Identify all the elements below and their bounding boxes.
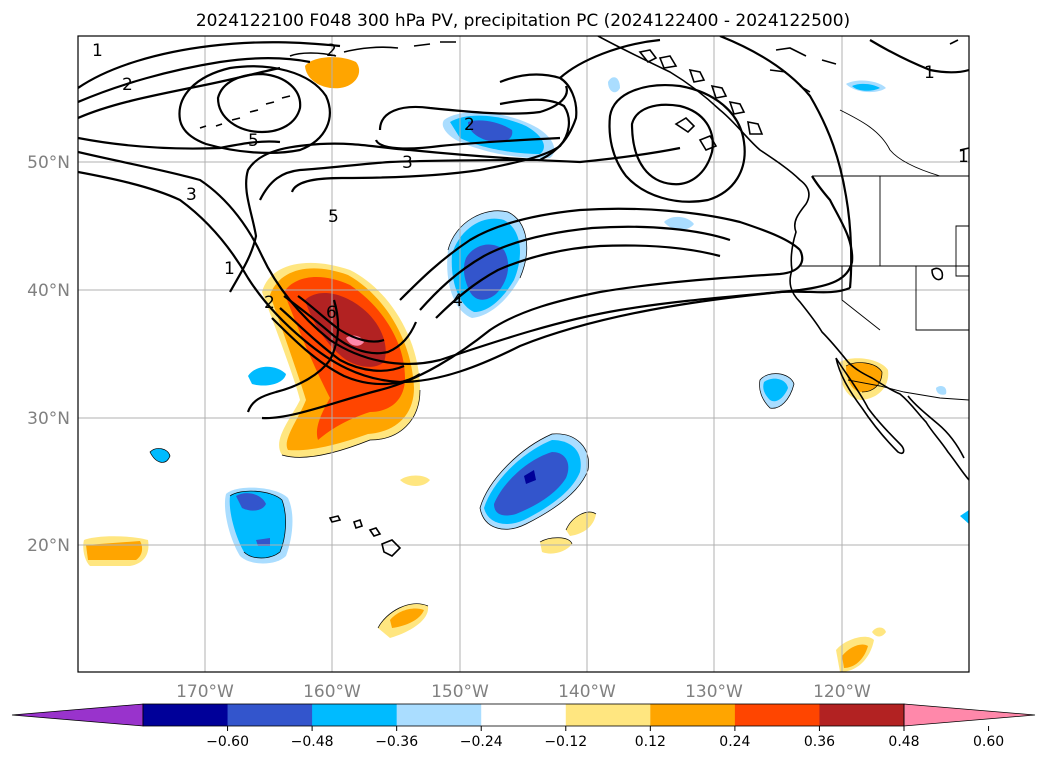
contour-label: 5 <box>328 207 339 227</box>
precip-negative-small-1 <box>248 366 286 386</box>
lon-label-140w: 140°W <box>558 682 616 702</box>
precip-negative-center-l3 <box>463 244 509 300</box>
map-title: 2024122100 F048 300 hPa PV, precipitatio… <box>196 11 850 31</box>
latitude-labels: 50°N 40°N 30°N 20°N <box>27 153 70 556</box>
contour-label: 5 <box>248 131 259 151</box>
precip-positive-s4 <box>400 475 430 486</box>
contour-label: 1 <box>92 41 103 61</box>
precip-negative-small-5 <box>664 216 694 230</box>
contour-label: 2 <box>464 115 475 135</box>
colorbar-extend-max <box>903 703 1036 727</box>
lat-label-40n: 40°N <box>27 281 70 301</box>
contour-label: 1 <box>924 63 935 83</box>
colorbar-tick-label: 0.12 <box>635 734 666 750</box>
colorbar-swatch <box>481 704 567 726</box>
precip-positive-s2 <box>540 537 572 554</box>
map-panel: 1 2 1 2 5 3 3 5 1 2 6 2 4 1 <box>77 35 970 673</box>
precip-negative-small-7 <box>936 386 947 395</box>
lat-label-30n: 30°N <box>27 409 70 429</box>
colorbar-swatch <box>734 704 820 726</box>
lon-label-170w: 170°W <box>176 682 234 702</box>
precip-positive-s1-core <box>390 608 424 628</box>
contour-label: 6 <box>326 303 337 323</box>
colorbar-swatch <box>650 704 736 726</box>
colorbar-tick-label: −0.12 <box>544 734 587 750</box>
precip-positive-main-l5 <box>346 335 364 346</box>
pv-contours <box>78 36 969 420</box>
colorbar-swatch <box>396 704 482 726</box>
colorbar-tick-label: 0.36 <box>804 734 835 750</box>
colorbar-tick-label: −0.48 <box>291 734 334 750</box>
lat-label-50n: 50°N <box>27 153 70 173</box>
precip-negative-small-8 <box>960 510 969 524</box>
precip-negative-small-3b <box>763 378 788 402</box>
precip-negative-south-l4 <box>524 470 536 484</box>
contour-label: 1 <box>958 147 969 167</box>
colorbar-tick-label: −0.60 <box>206 734 249 750</box>
precip-negative-small-4b <box>852 83 880 91</box>
colorbar-extend-min <box>11 703 144 727</box>
precip-negative-west-l3 <box>236 493 266 511</box>
lon-label-150w: 150°W <box>431 682 489 702</box>
lon-label-120w: 120°W <box>813 682 871 702</box>
precip-negative-small-6 <box>608 77 620 93</box>
precip-negative-south-l3 <box>494 452 569 516</box>
colorbar-swatch <box>227 704 313 726</box>
contour-label: 2 <box>264 293 275 313</box>
contour-label: 3 <box>402 153 413 173</box>
colorbar-tick-label: 0.48 <box>888 734 919 750</box>
colorbar: −0.60 −0.48 −0.36 −0.24 −0.12 0.12 0.24 0.36 0.4… <box>11 703 1036 750</box>
coastlines <box>199 36 969 557</box>
map-frame <box>77 35 970 673</box>
precip-positive-s3 <box>566 511 596 536</box>
precip-positive-s5-core <box>842 644 868 668</box>
colorbar-swatch <box>143 704 229 726</box>
contour-label: 1 <box>224 259 235 279</box>
contour-label: 4 <box>452 291 463 311</box>
precip-outlines <box>149 210 883 629</box>
precip-negative-north-l3 <box>468 120 513 143</box>
longitude-labels: 170°W 160°W 150°W 140°W 130°W 120°W <box>176 682 871 702</box>
precip-positive-s6 <box>872 627 886 637</box>
contour-label: 2 <box>122 75 133 95</box>
contour-label: 2 <box>326 41 337 61</box>
colorbar-tick-label: −0.24 <box>460 734 503 750</box>
colorbar-swatch <box>312 704 398 726</box>
colorbar-swatch <box>565 704 651 726</box>
lat-label-20n: 20°N <box>27 536 70 556</box>
precip-positive-west-core <box>86 541 143 560</box>
lon-label-130w: 130°W <box>685 682 743 702</box>
contour-label: 3 <box>186 185 197 205</box>
colorbar-swatch <box>819 704 905 726</box>
lon-label-160w: 160°W <box>303 682 361 702</box>
precip-negative-west-l4 <box>256 538 270 546</box>
colorbar-tick-label: 0.24 <box>719 734 750 750</box>
colorbar-tick-label: 0.60 <box>973 734 1004 750</box>
precip-positive-main-l4 <box>305 293 386 367</box>
pv-contour-labels: 1 2 1 2 5 3 3 5 1 2 6 2 4 1 <box>92 41 969 323</box>
colorbar-tick-label: −0.36 <box>375 734 418 750</box>
colorbar-frame <box>142 703 905 727</box>
